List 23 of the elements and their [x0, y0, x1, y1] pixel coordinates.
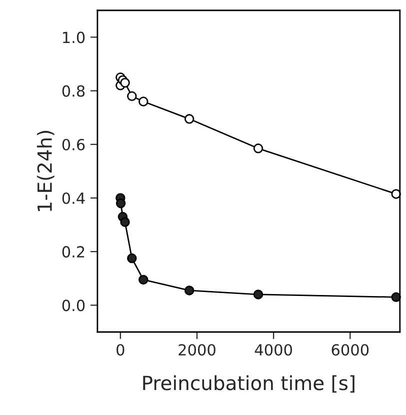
- y-tick-label: 0.2: [62, 246, 84, 258]
- point: [116, 198, 126, 208]
- point: [253, 290, 264, 300]
- point: [120, 217, 130, 227]
- point: [127, 91, 137, 102]
- point: [127, 253, 137, 264]
- point: [120, 78, 130, 88]
- y-tick-label: 1.0: [63, 32, 85, 44]
- y-axis-title: 1-E(24h): [36, 130, 54, 212]
- x-axis-title: Preincubation time [s]: [143, 375, 354, 393]
- point: [253, 144, 264, 154]
- point: [138, 274, 148, 285]
- x-tick-label: 6000: [332, 344, 369, 356]
- point: [138, 96, 148, 106]
- x-tick-label: 0: [116, 344, 124, 356]
- x-tick-label: 2000: [178, 344, 216, 356]
- point: [184, 286, 194, 296]
- y-tick-label: 0.8: [62, 85, 85, 97]
- point: [184, 114, 194, 124]
- x-tick-label: 4000: [254, 344, 292, 356]
- y-tick-label: 0.4: [62, 192, 85, 204]
- y-tick-label: 0.0: [62, 300, 85, 312]
- y-tick-label: 0.6: [62, 138, 85, 150]
